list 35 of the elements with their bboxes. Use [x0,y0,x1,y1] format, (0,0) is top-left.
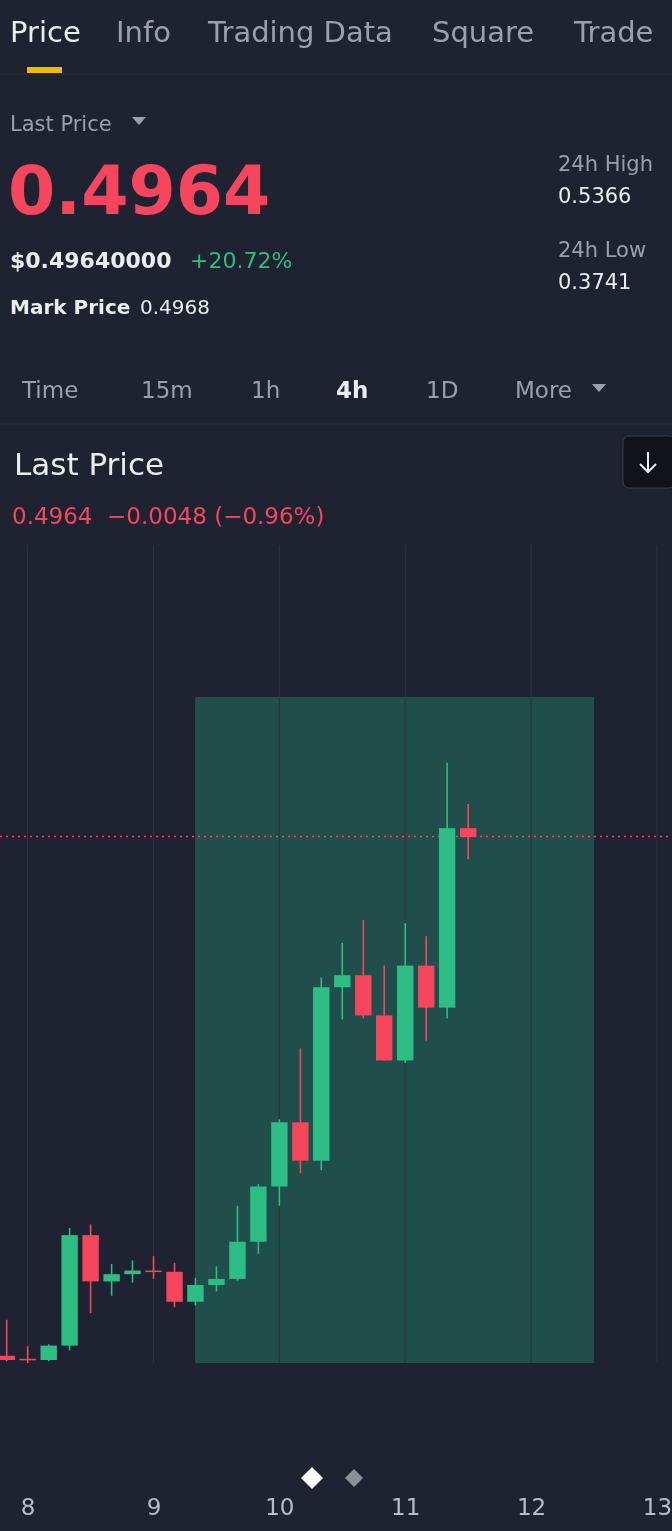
x-tick-label: 12 [516,1494,547,1521]
candlestick [459,803,477,861]
text: Time [21,377,79,403]
text: 0.4968 [140,295,210,319]
text: 0.5366 [558,184,632,208]
text: Trade [573,15,654,49]
x-tick-label: 11 [391,1494,421,1521]
text: 15m [141,377,193,403]
text: Trading Data [207,15,393,49]
text: 0.4964 [8,151,271,230]
x-tick-label: 13 [642,1494,672,1521]
candlestick [208,1265,225,1293]
text: 4h [336,377,369,403]
text: 24h High [558,152,653,176]
text: Info [116,15,171,49]
text: +20.72% [190,248,293,273]
chart-subtitle: 0.4964 −0.0048 (−0.96%) [12,503,325,529]
x-tick-label: 8 [20,1494,36,1521]
text: More [515,377,573,403]
text: 1D [426,377,459,403]
text: $0.49640000 [10,248,172,273]
text: 24h Low [558,238,647,262]
candlestick [187,1276,204,1307]
x-tick-label: 10 [265,1494,295,1521]
text: Price [10,15,81,49]
text: 1h [251,377,281,403]
text: Mark Price [10,295,131,319]
text: 0.3741 [558,270,632,294]
candlestick [103,1263,120,1297]
candlestick [0,1318,15,1362]
text: Last Price [10,112,112,136]
chart-title: Last Price [14,446,165,482]
x-tick-label: 9 [146,1494,162,1521]
candlestick [334,941,351,1021]
text: Square [432,15,535,49]
